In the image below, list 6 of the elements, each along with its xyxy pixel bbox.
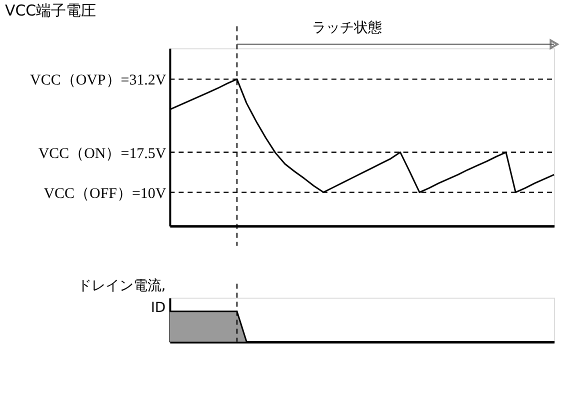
y-tick-label: VCC（ON）=17.5V <box>38 146 166 162</box>
y-tick-label: VCC（OFF）=10V <box>44 186 166 202</box>
y-axis-title: VCC端子電圧 <box>4 1 96 20</box>
y-axis-title: ドレイン電流, ID <box>77 278 166 316</box>
y-tick-label: VCC（OVP）=31.2V <box>30 72 166 89</box>
text: ラッチ状態 <box>312 20 382 36</box>
